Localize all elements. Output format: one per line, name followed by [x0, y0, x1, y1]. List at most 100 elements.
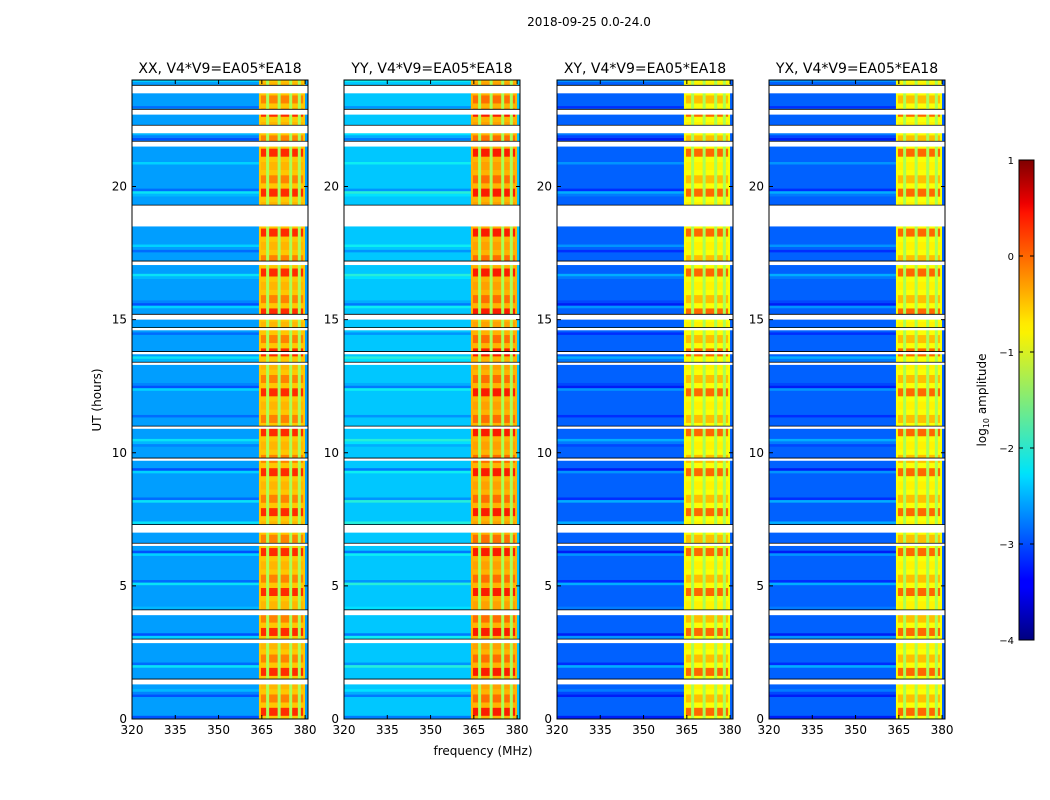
band-block	[685, 667, 729, 676]
flagged-interval	[769, 261, 945, 266]
band-block	[685, 681, 729, 690]
background-texture	[132, 635, 259, 639]
band-block	[472, 588, 516, 597]
background-texture	[132, 244, 259, 248]
panel-frame	[343, 79, 521, 720]
background-texture	[132, 388, 259, 391]
flagged-interval	[557, 125, 733, 134]
background-texture	[132, 106, 259, 109]
background-texture	[344, 444, 471, 447]
background-texture	[769, 191, 896, 194]
background-texture	[344, 689, 471, 692]
background-texture	[344, 500, 471, 503]
background-texture	[557, 715, 684, 719]
background-texture	[132, 550, 259, 554]
band-block	[685, 694, 729, 703]
band-block	[260, 135, 304, 144]
band-block	[260, 95, 304, 104]
band-block	[472, 694, 516, 703]
channel-divider	[903, 80, 907, 719]
background-texture	[344, 249, 471, 253]
panel-1: YY, V4*V9=EA05*EA18 320 335 350 365 380 0 5 10 15…	[324, 61, 529, 737]
band-block	[685, 588, 729, 597]
band-block	[897, 441, 941, 450]
band-block	[472, 162, 516, 171]
background-texture	[557, 470, 684, 474]
band-block	[685, 321, 729, 330]
y-tick-label: 10	[324, 446, 339, 460]
band-block	[897, 135, 941, 144]
flagged-interval	[344, 458, 520, 461]
band-block	[260, 414, 304, 423]
band-block	[897, 308, 941, 317]
flagged-interval	[132, 109, 308, 115]
band-block	[685, 641, 729, 650]
band-block	[685, 574, 729, 583]
flagged-interval	[557, 85, 733, 94]
background-texture	[132, 441, 259, 445]
flagged-interval	[132, 524, 308, 533]
band-block	[260, 295, 304, 304]
background-texture	[344, 412, 471, 415]
x-tick-label: 365	[462, 723, 485, 737]
band-block	[685, 228, 729, 237]
band-block	[260, 681, 304, 690]
band-block	[472, 601, 516, 610]
band-block	[685, 614, 729, 623]
band-block	[472, 255, 516, 264]
flagged-interval	[557, 205, 733, 227]
background-texture	[344, 694, 471, 698]
flagged-interval	[769, 609, 945, 616]
background-texture	[769, 332, 896, 335]
channel-divider	[934, 80, 938, 719]
background-texture	[769, 694, 896, 698]
background-texture	[769, 635, 896, 639]
flagged-interval	[132, 543, 308, 546]
band-block	[685, 468, 729, 477]
background-texture	[132, 332, 259, 335]
background-texture	[769, 356, 896, 359]
background-texture	[132, 633, 259, 636]
band-block	[685, 295, 729, 304]
channel-divider	[277, 80, 281, 719]
background-texture	[344, 193, 471, 197]
background-texture	[344, 635, 471, 639]
background-texture	[344, 691, 471, 695]
background-texture	[769, 188, 896, 192]
background-texture	[557, 132, 684, 136]
background-texture	[132, 82, 259, 85]
band-block	[685, 414, 729, 423]
x-tick-label: 350	[419, 723, 442, 737]
x-tick-label: 380	[931, 723, 954, 737]
band-block	[260, 241, 304, 250]
band-block	[897, 681, 941, 690]
band-block	[260, 281, 304, 290]
flagged-interval	[769, 426, 945, 429]
background-texture	[769, 606, 896, 610]
background-texture	[557, 577, 684, 580]
background-texture	[344, 244, 471, 248]
flagged-interval	[769, 141, 945, 147]
background-texture	[344, 106, 471, 109]
flagged-interval	[557, 609, 733, 616]
band-block	[685, 561, 729, 570]
background-texture	[132, 497, 259, 500]
background-texture	[769, 500, 896, 503]
band-block	[260, 401, 304, 410]
background-texture	[132, 305, 259, 309]
band-edge	[517, 80, 520, 719]
y-tick-label: 15	[537, 313, 552, 327]
background-texture	[344, 164, 471, 168]
band-block	[472, 641, 516, 650]
background-texture	[344, 329, 471, 333]
background-texture	[344, 577, 471, 580]
band-block	[685, 481, 729, 490]
panel-frame	[131, 79, 309, 720]
y-tick-label: 5	[331, 579, 339, 593]
flagged-interval	[344, 362, 520, 365]
background-texture	[557, 414, 684, 418]
background-texture	[557, 444, 684, 447]
colorbar-label: log10 amplitude	[975, 354, 991, 447]
band-block	[685, 281, 729, 290]
band-block	[685, 308, 729, 317]
